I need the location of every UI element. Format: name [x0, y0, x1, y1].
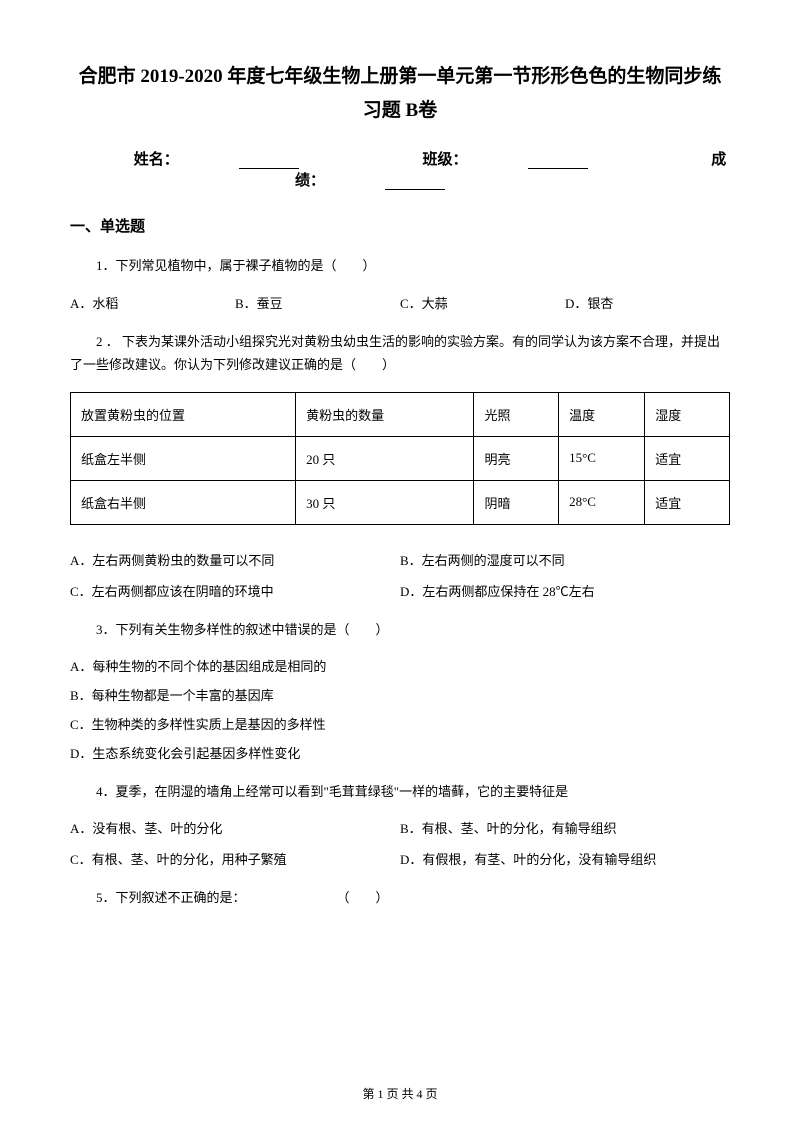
table-cell: 30 只: [296, 480, 474, 524]
q1-option-b: B．蚕豆: [235, 293, 400, 312]
table-row: 纸盒右半侧 30 只 阴暗 28°C 适宜: [71, 480, 730, 524]
question-1-options: A．水稻 B．蚕豆 C．大蒜 D．银杏: [70, 293, 730, 312]
q4-option-c: C．有根、茎、叶的分化，用种子繁殖: [70, 849, 400, 868]
student-info-row: 姓名： 班级： 成绩：: [70, 148, 730, 190]
table-cell: 15°C: [559, 436, 645, 480]
question-4-text: 4．夏季，在阴湿的墙角上经常可以看到"毛茸茸绿毯"一样的墙藓，它的主要特征是: [70, 780, 730, 803]
table-header-row: 放置黄粉虫的位置 黄粉虫的数量 光照 温度 湿度: [71, 392, 730, 436]
table-cell: 纸盒左半侧: [71, 436, 296, 480]
table-cell: 温度: [559, 392, 645, 436]
question-2-options-row2: C．左右两侧都应该在阴暗的环境中 D．左右两侧都应保持在 28℃左右: [70, 581, 730, 600]
question-4-options-row2: C．有根、茎、叶的分化，用种子繁殖 D．有假根，有茎、叶的分化，没有输导组织: [70, 849, 730, 868]
table-cell: 黄粉虫的数量: [296, 392, 474, 436]
class-field: 班级：: [392, 152, 617, 168]
question-4-options-row1: A．没有根、茎、叶的分化 B．有根、茎、叶的分化，有输导组织: [70, 818, 730, 837]
q2-option-b: B．左右两侧的湿度可以不同: [400, 550, 730, 569]
q1-option-a: A．水稻: [70, 293, 235, 312]
table-cell: 光照: [474, 392, 559, 436]
table-cell: 28°C: [559, 480, 645, 524]
question-3-text: 3．下列有关生物多样性的叙述中错误的是（ ）: [70, 618, 730, 641]
question-2-options-row1: A．左右两侧黄粉虫的数量可以不同 B．左右两侧的湿度可以不同: [70, 550, 730, 569]
q3-option-c: C．生物种类的多样性实质上是基因的多样性: [70, 714, 730, 733]
question-1-text: 1．下列常见植物中，属于裸子植物的是（ ）: [70, 254, 730, 277]
q1-option-c: C．大蒜: [400, 293, 565, 312]
table-cell: 明亮: [474, 436, 559, 480]
table-cell: 适宜: [645, 480, 730, 524]
table-cell: 放置黄粉虫的位置: [71, 392, 296, 436]
q4-option-a: A．没有根、茎、叶的分化: [70, 818, 400, 837]
table-cell: 适宜: [645, 436, 730, 480]
page-footer: 第 1 页 共 4 页: [0, 1085, 800, 1102]
table-cell: 湿度: [645, 392, 730, 436]
question-2-table: 放置黄粉虫的位置 黄粉虫的数量 光照 温度 湿度 纸盒左半侧 20 只 明亮 1…: [70, 392, 730, 525]
q3-option-d: D．生态系统变化会引起基因多样性变化: [70, 743, 730, 762]
q3-option-b: B．每种生物都是一个丰富的基因库: [70, 685, 730, 704]
q4-option-b: B．有根、茎、叶的分化，有输导组织: [400, 818, 730, 837]
table-cell: 纸盒右半侧: [71, 480, 296, 524]
section-heading-1: 一、单选题: [70, 215, 730, 236]
question-5-text: 5．下列叙述不正确的是： （ ）: [70, 886, 730, 909]
table-cell: 20 只: [296, 436, 474, 480]
table-row: 纸盒左半侧 20 只 明亮 15°C 适宜: [71, 436, 730, 480]
q2-option-c: C．左右两侧都应该在阴暗的环境中: [70, 581, 400, 600]
q1-option-d: D．银杏: [565, 293, 730, 312]
q2-option-a: A．左右两侧黄粉虫的数量可以不同: [70, 550, 400, 569]
q3-option-a: A．每种生物的不同个体的基因组成是相同的: [70, 656, 730, 675]
q2-option-d: D．左右两侧都应保持在 28℃左右: [400, 581, 730, 600]
table-cell: 阴暗: [474, 480, 559, 524]
name-field: 姓名：: [104, 152, 329, 168]
question-2-text: 2 ． 下表为某课外活动小组探究光对黄粉虫幼虫生活的影响的实验方案。有的同学认为…: [70, 330, 730, 377]
page-title: 合肥市 2019-2020 年度七年级生物上册第一单元第一节形形色色的生物同步练…: [70, 60, 730, 128]
q4-option-d: D．有假根，有茎、叶的分化，没有输导组织: [400, 849, 730, 868]
